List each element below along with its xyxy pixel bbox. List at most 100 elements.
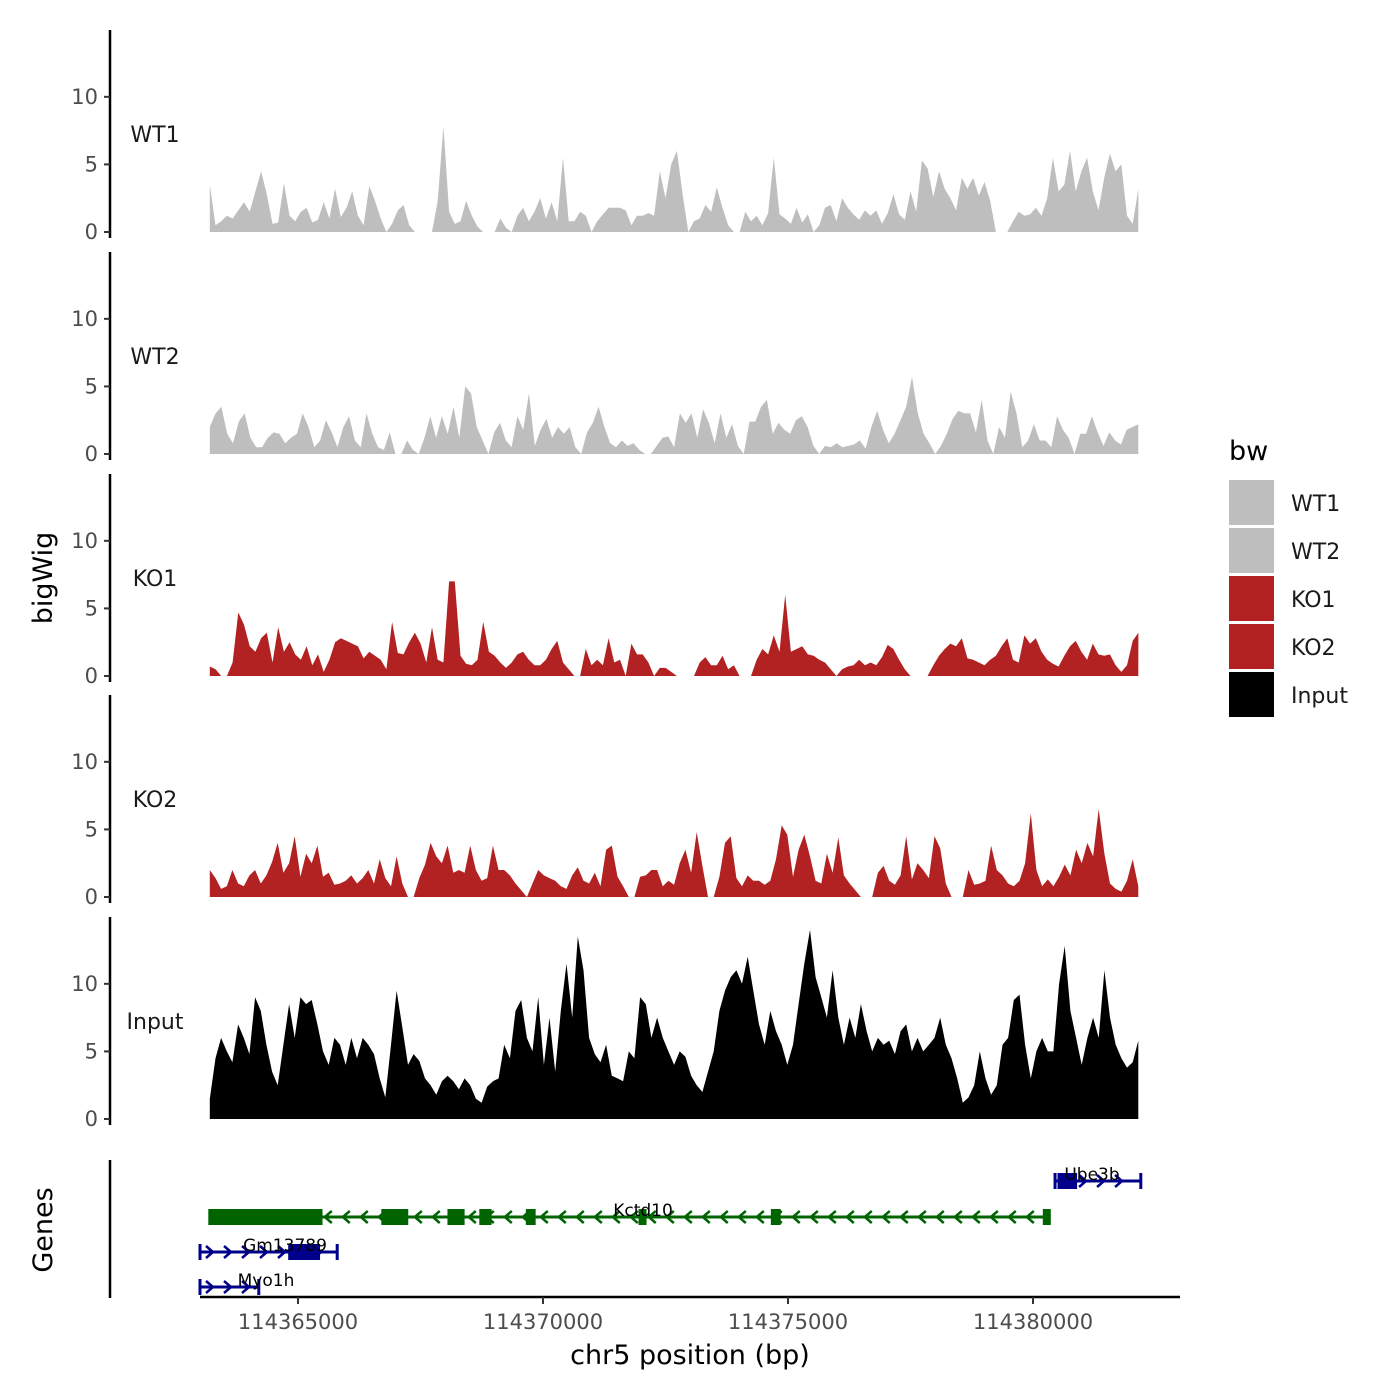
strand-arrow-kctd10 <box>430 1210 441 1224</box>
legend-swatch-input <box>1229 672 1274 717</box>
strand-arrow-kctd10 <box>790 1210 801 1224</box>
genes-panel: Ube3b Kctd10 Gm13789 Myo1h <box>108 1160 1143 1298</box>
strand-arrow-myo1h <box>205 1280 215 1294</box>
exon-kctd10-5 <box>638 1209 647 1225</box>
strand-arrow-kctd10 <box>340 1210 351 1224</box>
strand-arrow-kctd10 <box>700 1210 711 1224</box>
strand-arrow-ube3b <box>1114 1174 1124 1188</box>
exon-kctd10-2 <box>447 1209 465 1225</box>
strand-arrow-kctd10 <box>1024 1210 1035 1224</box>
track-ko1: 0 5 10 KO1 <box>71 474 1139 688</box>
strand-arrow-kctd10 <box>934 1210 945 1224</box>
y-tick-label-input-5: 5 <box>85 1039 98 1063</box>
gene-kctd10: Kctd10 <box>208 1201 1051 1225</box>
legend-title: bw <box>1229 436 1268 467</box>
gene-label-kctd10: Kctd10 <box>613 1201 673 1221</box>
x-tick-label-114375000: 114375000 <box>728 1310 848 1334</box>
strand-arrow-kctd10 <box>808 1210 819 1224</box>
strand-arrow-gm13789 <box>205 1245 215 1259</box>
y-tick-label-ko2-10: 10 <box>71 750 98 774</box>
exon-ube3b-0 <box>1057 1173 1078 1189</box>
track-wt2: 0 5 10 WT2 <box>71 252 1139 466</box>
strand-arrow-kctd10 <box>358 1210 369 1224</box>
strand-arrow-kctd10 <box>412 1210 423 1224</box>
y-tick-label-wt1-0: 0 <box>85 220 98 244</box>
track-ko2: 0 5 10 KO2 <box>71 695 1139 909</box>
y-tick-label-input-0: 0 <box>85 1107 98 1131</box>
y-tick-label-ko1-10: 10 <box>71 529 98 553</box>
track-label-input: Input <box>127 1010 184 1035</box>
track-label-ko1: KO1 <box>133 567 178 592</box>
strand-arrow-kctd10 <box>592 1210 603 1224</box>
legend-swatch-wt2 <box>1229 528 1274 573</box>
y-tick-label-ko1-5: 5 <box>85 596 98 620</box>
strand-arrow-kctd10 <box>322 1210 333 1224</box>
gene-ube3b: Ube3b <box>1053 1165 1143 1189</box>
track-input: 0 5 10 Input <box>71 917 1139 1131</box>
track-wt1: 0 5 10 WT1 <box>71 30 1139 244</box>
track-label-ko2: KO2 <box>133 788 178 813</box>
gene-myo1h: Myo1h <box>198 1271 295 1295</box>
exon-kctd10-6 <box>770 1209 781 1225</box>
exon-kctd10-4 <box>525 1209 536 1225</box>
strand-arrow-kctd10 <box>862 1210 873 1224</box>
strand-arrow-myo1h <box>223 1280 233 1294</box>
gene-label-myo1h: Myo1h <box>238 1271 295 1291</box>
strand-arrow-kctd10 <box>538 1210 549 1224</box>
legend-label-input: Input <box>1291 684 1348 709</box>
legend-label-wt1: WT1 <box>1291 492 1340 517</box>
strand-arrow-kctd10 <box>466 1210 477 1224</box>
signal-area-ko2 <box>209 809 1139 897</box>
signal-area-wt1 <box>209 126 1139 232</box>
track-label-wt1: WT1 <box>130 123 179 148</box>
strand-arrow-gm13789 <box>223 1245 233 1259</box>
strand-arrow-kctd10 <box>826 1210 837 1224</box>
exon-kctd10-3 <box>479 1209 492 1225</box>
exon-kctd10-7 <box>1042 1209 1051 1225</box>
strand-arrow-gm13789 <box>241 1245 251 1259</box>
exon-kctd10-1 <box>381 1209 409 1225</box>
strand-arrow-kctd10 <box>970 1210 981 1224</box>
strand-arrow-myo1h <box>241 1280 251 1294</box>
y-tick-label-wt1-5: 5 <box>85 152 98 176</box>
legend-swatch-ko1 <box>1229 576 1274 621</box>
strand-arrow-kctd10 <box>916 1210 927 1224</box>
strand-arrow-kctd10 <box>754 1210 765 1224</box>
strand-arrow-kctd10 <box>502 1210 513 1224</box>
legend: bw WT1 WT2 KO1 KO2 Input <box>1229 436 1348 717</box>
exon-kctd10-0 <box>209 1209 323 1225</box>
x-axis-title: chr5 position (bp) <box>570 1340 810 1371</box>
x-tick-label-114380000: 114380000 <box>973 1310 1093 1334</box>
y-tick-label-wt2-10: 10 <box>71 307 98 331</box>
strand-arrow-gm13789 <box>277 1245 287 1259</box>
strand-arrow-ube3b <box>1096 1174 1106 1188</box>
strand-arrow-ube3b <box>1078 1174 1088 1188</box>
strand-arrow-kctd10 <box>646 1210 657 1224</box>
y-tick-label-wt2-5: 5 <box>85 374 98 398</box>
gene-label-gm13789: Gm13789 <box>243 1236 327 1256</box>
y-tick-label-input-10: 10 <box>71 972 98 996</box>
strand-arrow-kctd10 <box>988 1210 999 1224</box>
y-tick-label-ko2-5: 5 <box>85 817 98 841</box>
y-tick-label-ko2-0: 0 <box>85 885 98 909</box>
signal-area-ko1 <box>209 581 1139 676</box>
gene-label-ube3b: Ube3b <box>1064 1165 1119 1185</box>
legend-swatch-wt1 <box>1229 480 1274 525</box>
legend-label-wt2: WT2 <box>1291 540 1340 565</box>
strand-arrow-kctd10 <box>952 1210 963 1224</box>
legend-label-ko1: KO1 <box>1291 588 1336 613</box>
strand-arrow-kctd10 <box>610 1210 621 1224</box>
strand-arrow-kctd10 <box>682 1210 693 1224</box>
gene-gm13789: Gm13789 <box>198 1236 339 1260</box>
x-axis: 114365000 114370000 114375000 114380000 <box>200 1295 1180 1334</box>
genes-panel-title: Genes <box>28 1187 59 1272</box>
strand-arrow-kctd10 <box>574 1210 585 1224</box>
y-tick-label-wt1-10: 10 <box>71 85 98 109</box>
signal-area-wt2 <box>209 377 1139 454</box>
y-axis-title: bigWig <box>28 532 59 625</box>
strand-arrow-gm13789 <box>259 1245 269 1259</box>
strand-arrow-kctd10 <box>844 1210 855 1224</box>
strand-arrow-kctd10 <box>718 1210 729 1224</box>
x-tick-label-114370000: 114370000 <box>483 1310 603 1334</box>
